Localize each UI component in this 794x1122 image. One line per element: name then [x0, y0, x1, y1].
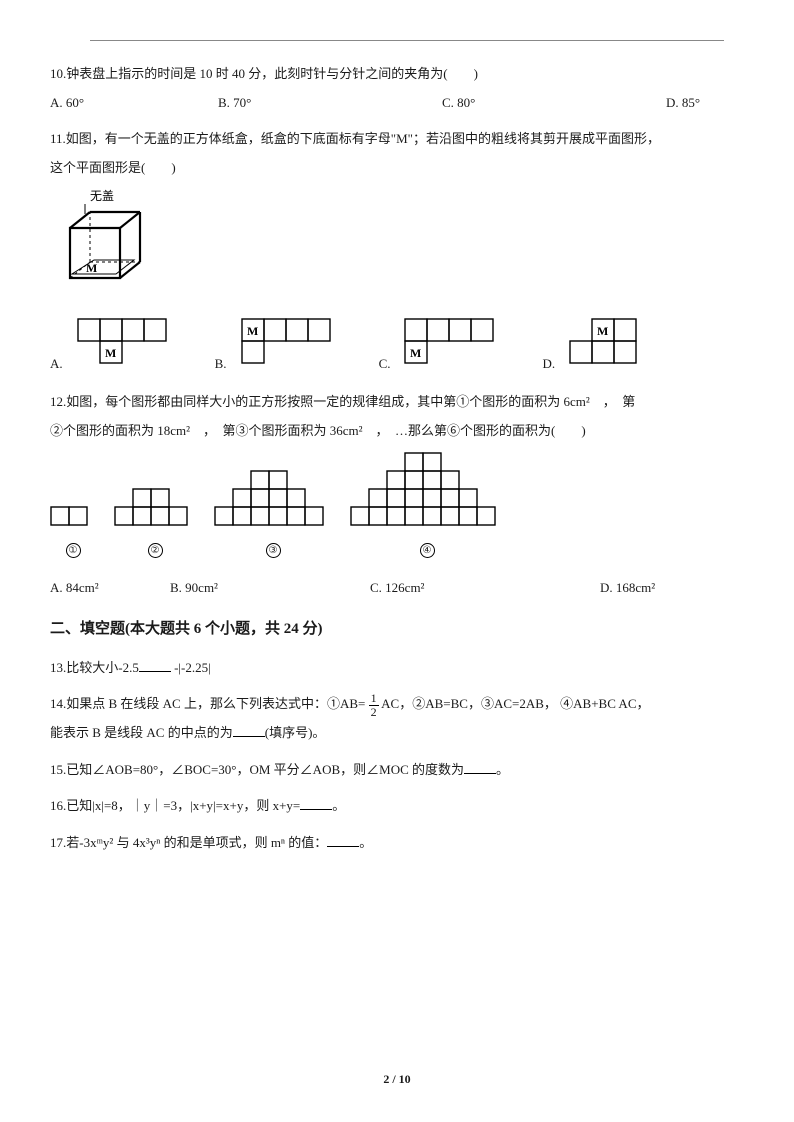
svg-text:M: M [247, 324, 258, 338]
q12-lbl4: ④ [420, 543, 435, 558]
q11-opt-d-label: D. [542, 350, 555, 379]
q16-blank [300, 797, 332, 810]
section-2-title: 二、填空题(本大题共 6 个小题，共 24 分) [50, 613, 744, 646]
q10: 10.钟表盘上指示的时间是 10 时 40 分，此刻时针与分针之间的夹角为( )… [50, 60, 744, 117]
page-number: 2 / 10 [0, 1066, 794, 1092]
q17: 17.若-3xᵐy² 与 4x³yⁿ 的和是单项式，则 mⁿ 的值： 。 [50, 829, 744, 858]
q10-opt-c: C. 80° [442, 89, 666, 118]
q13-pre: 13.比较大小-2.5 [50, 660, 139, 675]
q13-post: -|-2.25| [171, 660, 211, 675]
q11-net-b: M [241, 318, 341, 378]
q12-figures: ① ② ③ [50, 452, 744, 565]
q15-pre: 15.已知∠AOB=80°，∠BOC=30°，OM 平分∠AOB，则∠MOC 的… [50, 762, 464, 777]
q12-opt-c: C. 126cm² [370, 574, 600, 603]
q11-line1: 11.如图，有一个无盖的正方体纸盒，纸盒的下底面标有字母"M"；若沿图中的粗线将… [50, 125, 744, 154]
q13: 13.比较大小-2.5 -|-2.25| [50, 654, 744, 683]
q11-opt-a-label: A. [50, 350, 63, 379]
q16: 16.已知|x|=8，｜y｜=3，|x+y|=x+y，则 x+y= 。 [50, 792, 744, 821]
q14-frac: 12 [369, 692, 379, 718]
q11-options-row: A. M B. M [50, 318, 744, 378]
q11-cube-figure: 无盖 M [50, 188, 744, 308]
q12: 12.如图，每个图形都由同样大小的正方形按照一定的规律组成，其中第①个图形的面积… [50, 388, 744, 602]
q11-opt-c-label: C. [379, 350, 391, 379]
q12-opt-a: A. 84cm² [50, 574, 170, 603]
q11-net-a: M [77, 318, 177, 378]
q15-blank [464, 761, 496, 774]
q13-blank [139, 659, 171, 672]
svg-text:M: M [597, 324, 608, 338]
q12-line1: 12.如图，每个图形都由同样大小的正方形按照一定的规律组成，其中第①个图形的面积… [50, 388, 744, 417]
q17-post: 。 [359, 835, 372, 850]
q14-line2-post: (填序号)。 [265, 725, 326, 740]
q11-line2: 这个平面图形是( ) [50, 154, 744, 183]
q12-lbl3: ③ [266, 543, 281, 558]
q14: 14.如果点 B 在线段 AC 上，那么下列表达式中：①AB= 12 AC，②A… [50, 690, 744, 747]
q11-opt-b-label: B. [215, 350, 227, 379]
q10-text: 10.钟表盘上指示的时间是 10 时 40 分，此刻时针与分针之间的夹角为( ) [50, 60, 744, 89]
q16-pre: 16.已知|x|=8，｜y｜=3，|x+y|=x+y，则 x+y= [50, 798, 300, 813]
q10-opt-b: B. 70° [218, 89, 442, 118]
q12-lbl2: ② [148, 543, 163, 558]
q11-net-c: M [404, 318, 504, 378]
svg-text:M: M [410, 346, 421, 360]
q12-opt-d: D. 168cm² [600, 574, 655, 603]
q17-blank [327, 834, 359, 847]
q11-net-d: M [569, 318, 669, 378]
q11: 11.如图，有一个无盖的正方体纸盒，纸盒的下底面标有字母"M"；若沿图中的粗线将… [50, 125, 744, 378]
q12-line2: ②个图形的面积为 18cm² ， 第③个图形面积为 36cm² ， …那么第⑥个… [50, 417, 744, 446]
cube-top-label: 无盖 [90, 189, 114, 203]
cube-m-label: M [86, 261, 97, 275]
q12-opt-b: B. 90cm² [170, 574, 370, 603]
q10-opt-a: A. 60° [50, 89, 218, 118]
q17-pre: 17.若-3xᵐy² 与 4x³yⁿ 的和是单项式，则 mⁿ 的值： [50, 835, 327, 850]
q15-post: 。 [496, 762, 509, 777]
q14-blank [233, 724, 265, 737]
q14-line2-pre: 能表示 B 是线段 AC 的中点的为 [50, 725, 233, 740]
q14-mid: AC，②AB=BC，③AC=2AB， ④AB+BC AC， [381, 696, 649, 711]
svg-text:M: M [105, 346, 116, 360]
q10-opt-d: D. 85° [666, 89, 700, 118]
top-rule [90, 40, 724, 41]
q14-pre: 14.如果点 B 在线段 AC 上，那么下列表达式中：①AB= [50, 696, 369, 711]
q16-post: 。 [332, 798, 345, 813]
q15: 15.已知∠AOB=80°，∠BOC=30°，OM 平分∠AOB，则∠MOC 的… [50, 756, 744, 785]
q12-lbl1: ① [66, 543, 81, 558]
